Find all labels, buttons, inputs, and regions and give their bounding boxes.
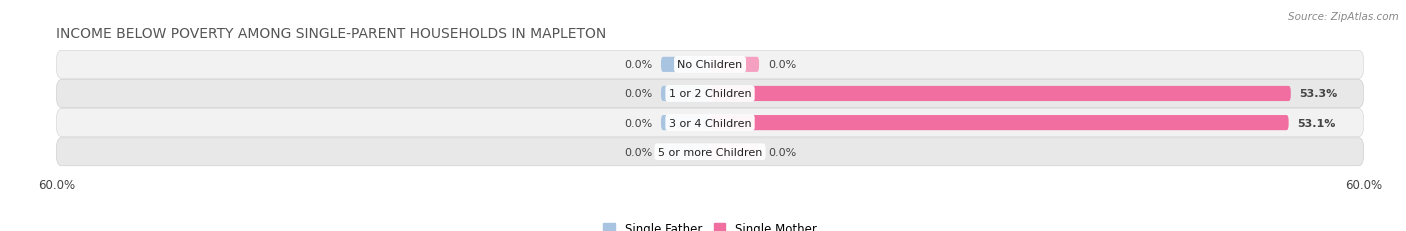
FancyBboxPatch shape [661, 87, 710, 102]
FancyBboxPatch shape [710, 116, 1289, 131]
Text: 53.3%: 53.3% [1299, 89, 1337, 99]
FancyBboxPatch shape [56, 80, 1364, 108]
FancyBboxPatch shape [661, 145, 710, 160]
Legend: Single Father, Single Mother: Single Father, Single Mother [599, 217, 821, 231]
FancyBboxPatch shape [56, 51, 1364, 79]
Text: 0.0%: 0.0% [768, 60, 796, 70]
Text: 3 or 4 Children: 3 or 4 Children [669, 118, 751, 128]
FancyBboxPatch shape [56, 109, 1364, 137]
Text: 0.0%: 0.0% [624, 89, 652, 99]
FancyBboxPatch shape [56, 138, 1364, 166]
Text: 0.0%: 0.0% [624, 118, 652, 128]
Text: Source: ZipAtlas.com: Source: ZipAtlas.com [1288, 12, 1399, 21]
Text: 0.0%: 0.0% [624, 60, 652, 70]
FancyBboxPatch shape [710, 58, 759, 73]
FancyBboxPatch shape [710, 145, 759, 160]
Text: 53.1%: 53.1% [1298, 118, 1336, 128]
FancyBboxPatch shape [661, 116, 710, 131]
Text: 5 or more Children: 5 or more Children [658, 147, 762, 157]
Text: INCOME BELOW POVERTY AMONG SINGLE-PARENT HOUSEHOLDS IN MAPLETON: INCOME BELOW POVERTY AMONG SINGLE-PARENT… [56, 27, 606, 41]
FancyBboxPatch shape [661, 58, 710, 73]
Text: 0.0%: 0.0% [624, 147, 652, 157]
Text: 1 or 2 Children: 1 or 2 Children [669, 89, 751, 99]
FancyBboxPatch shape [710, 87, 1291, 102]
Text: No Children: No Children [678, 60, 742, 70]
Text: 0.0%: 0.0% [768, 147, 796, 157]
